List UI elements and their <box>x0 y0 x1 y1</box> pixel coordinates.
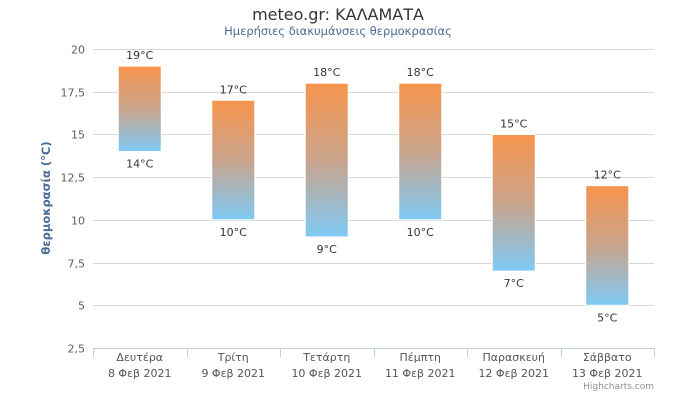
x-tick-label-day: Δευτέρα <box>116 351 163 364</box>
x-tick-label-day: Σάββατο <box>583 351 632 364</box>
y-tick-label: 10 <box>71 215 85 228</box>
temperature-range-bar[interactable] <box>398 82 443 221</box>
x-tick-label-date: 10 Φεβ 2021 <box>291 367 362 380</box>
bars <box>117 65 630 306</box>
temperature-range-bar[interactable] <box>491 133 536 272</box>
data-label-high: 15°C <box>500 117 527 130</box>
data-label-low: 10°C <box>220 226 247 239</box>
x-axis: Δευτέρα 8 Φεβ 2021 Τρίτη 9 Φεβ 2021 Τετάρτη 1… <box>93 348 655 380</box>
gridlines <box>93 49 654 306</box>
data-label-low: 14°C <box>126 158 153 171</box>
data-label-high: 18°C <box>407 66 434 79</box>
data-label-high: 12°C <box>594 169 621 182</box>
temperature-range-bar[interactable] <box>211 99 256 221</box>
y-tick-label: 7,5 <box>68 258 86 271</box>
x-tick-label-day: Τετάρτη <box>302 351 350 364</box>
data-label-low: 5°C <box>597 311 617 324</box>
x-tick-label-day: Παρασκευή <box>483 351 546 364</box>
x-tick-label-date: 8 Φεβ 2021 <box>108 367 172 380</box>
y-tick-label: 17,5 <box>61 87 86 100</box>
y-axis-label: θερμοκρασία (°C) <box>39 141 53 254</box>
data-label-low: 9°C <box>317 243 337 256</box>
temperature-range-bar[interactable] <box>304 82 349 238</box>
x-tick-label-day: Πέμπτη <box>400 351 441 364</box>
y-tick-label: 2,5 <box>68 343 86 356</box>
temperature-range-bar[interactable] <box>585 185 630 306</box>
chart-subtitle: Ημερήσιες διακυμάνσεις θερμοκρασίας <box>224 24 452 38</box>
data-labels: 19°C 14°C 17°C 10°C 18°C 9°C 18°C 10°C 15°C 7°C 12… <box>126 49 621 324</box>
data-label-high: 17°C <box>220 83 247 96</box>
y-tick-label: 20 <box>71 44 85 57</box>
x-tick-label-date: 11 Φεβ 2021 <box>385 367 456 380</box>
temperature-range-bar[interactable] <box>117 65 162 153</box>
x-tick-label-date: 9 Φεβ 2021 <box>201 367 265 380</box>
x-tick-label-date: 13 Φεβ 2021 <box>572 367 643 380</box>
x-tick-label-day: Τρίτη <box>217 351 249 364</box>
y-tick-label: 12,5 <box>61 172 86 185</box>
data-label-low: 7°C <box>504 277 524 290</box>
chart-title: meteo.gr: ΚΑΛΑΜΑΤΑ <box>252 5 424 24</box>
data-label-high: 19°C <box>126 49 153 62</box>
data-label-low: 10°C <box>407 226 434 239</box>
credits-text[interactable]: Highcharts.com <box>583 382 654 392</box>
y-tick-label: 5 <box>78 300 85 313</box>
x-tick-label-date: 12 Φεβ 2021 <box>478 367 549 380</box>
data-label-high: 18°C <box>313 66 340 79</box>
y-tick-label: 15 <box>71 129 85 142</box>
y-axis-ticks: 2,5 5 7,5 10 12,5 15 17,5 20 <box>61 44 86 356</box>
